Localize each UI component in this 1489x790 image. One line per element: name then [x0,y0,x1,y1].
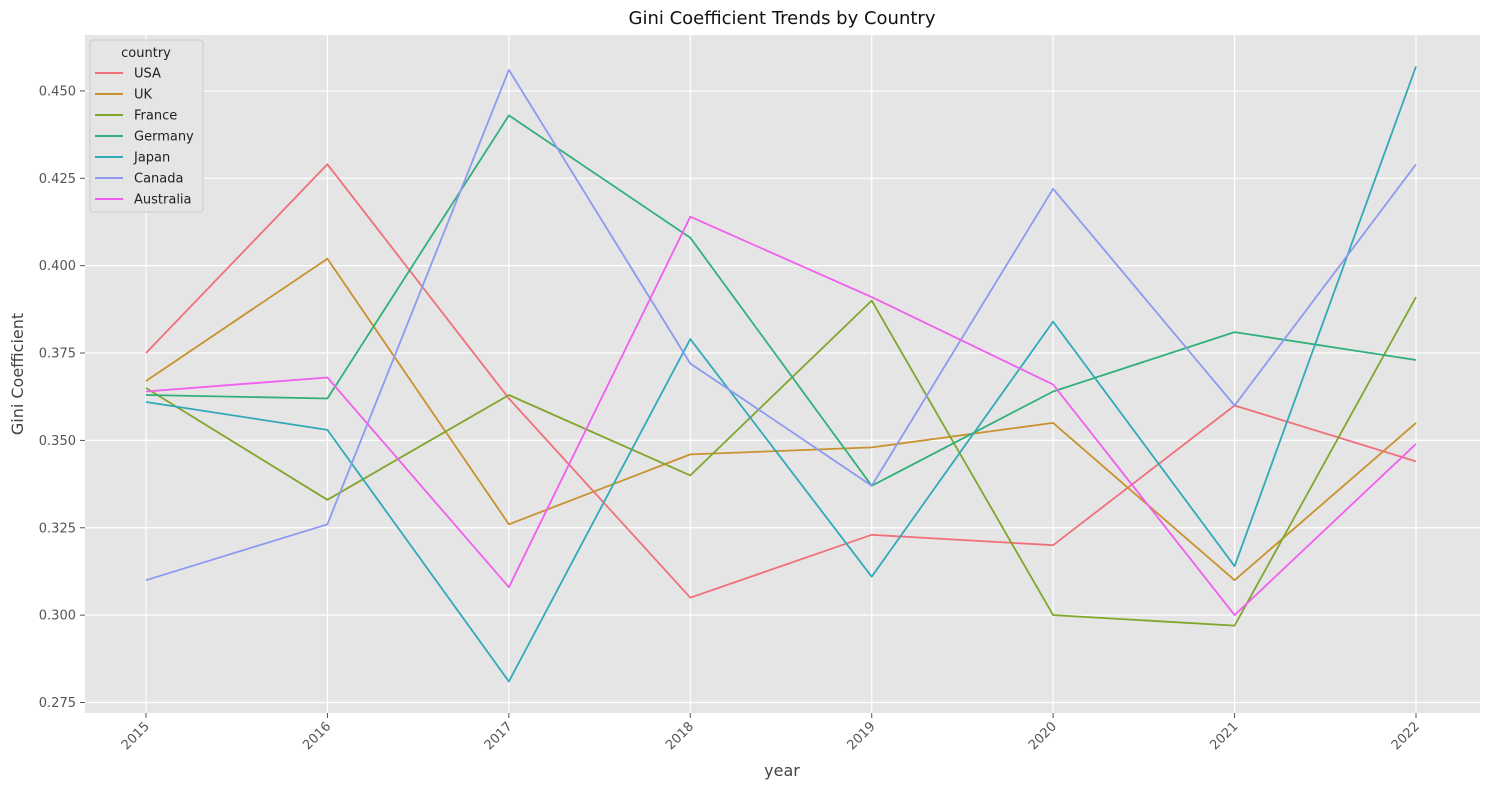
chart-title: Gini Coefficient Trends by Country [629,8,936,29]
legend-label-uk: UK [134,88,153,103]
legend-label-japan: Japan [133,151,170,166]
y-axis-title: Gini Coefficient [8,313,27,435]
y-tick-label: 0.400 [39,259,76,274]
legend-title: country [121,46,171,61]
y-tick-label: 0.275 [39,696,76,711]
x-tick-label: 2019 [845,719,879,753]
legend-label-usa: USA [134,67,161,82]
x-axis-ticks: 2015 2016 2017 2018 2019 2020 2021 2022 [119,713,1423,753]
series-line-canada [145,69,1417,582]
y-tick-label: 0.425 [39,172,76,187]
legend-label-germany: Germany [134,130,194,145]
x-tick-label: 2015 [119,719,153,753]
legend-label-france: France [134,109,177,124]
legend-box [89,39,204,213]
x-tick-label: 2016 [300,719,334,753]
series-line-germany [145,114,1417,487]
x-axis-title: year [764,761,800,780]
series-line-australia [145,215,1417,616]
y-tick-label: 0.375 [39,347,76,362]
legend-label-canada: Canada [134,172,183,187]
x-tick-label: 2017 [482,719,516,753]
series-line-uk [145,257,1417,582]
y-tick-label: 0.350 [39,434,76,449]
legend-label-australia: Australia [134,193,192,208]
x-tick-label: 2018 [663,719,697,753]
y-tick-label: 0.300 [39,609,76,624]
y-tick-label: 0.450 [39,84,76,99]
y-tick-label: 0.325 [39,521,76,536]
y-axis-ticks: 0.275 0.300 0.325 0.350 0.375 0.400 0.425 0.450 [39,84,85,711]
series-line-france [145,296,1417,627]
x-tick-label: 2020 [1026,719,1060,753]
legend: country USA UK France Germany Japan Canada Aus… [89,39,204,213]
x-tick-label: 2022 [1389,719,1423,753]
series-line-japan [145,66,1417,683]
plot-background [85,35,1480,713]
series-line-usa [145,163,1417,599]
x-tick-label: 2021 [1207,719,1241,753]
series-group [145,66,1417,683]
